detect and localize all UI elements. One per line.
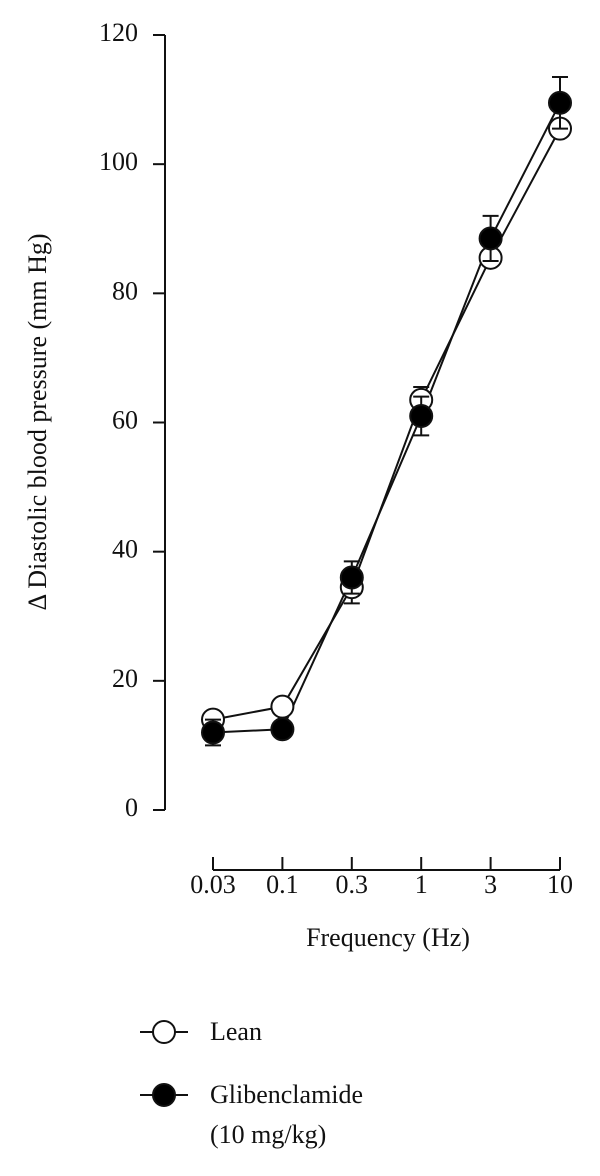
data-point bbox=[409, 404, 434, 429]
data-point bbox=[201, 720, 225, 745]
data-point bbox=[270, 717, 295, 742]
y-tick-label: 100 bbox=[99, 147, 138, 176]
y-axis-label: Δ Diastolic blood pressure (mm Hg) bbox=[23, 233, 52, 610]
x-tick-label: 0.03 bbox=[190, 870, 236, 899]
x-tick-label: 10 bbox=[547, 870, 573, 899]
x-tick-label: 0.3 bbox=[336, 870, 369, 899]
data-point bbox=[478, 226, 503, 251]
legend-label: Lean bbox=[210, 1017, 262, 1046]
x-tick-label: 0.1 bbox=[266, 870, 299, 899]
x-axis-label: Frequency (Hz) bbox=[306, 923, 470, 952]
legend-marker bbox=[152, 1020, 176, 1044]
y-tick-label: 80 bbox=[112, 276, 138, 305]
legend-label: Glibenclamide (10 mg/kg) bbox=[210, 1080, 364, 1149]
y-tick-label: 40 bbox=[112, 535, 138, 564]
x-tick-label: 1 bbox=[415, 870, 428, 899]
y-tick-label: 120 bbox=[99, 18, 138, 47]
data-point bbox=[270, 694, 295, 719]
data-point bbox=[548, 90, 572, 115]
legend-marker bbox=[152, 1083, 176, 1107]
y-tick-label: 60 bbox=[112, 405, 138, 434]
series-line bbox=[212, 102, 561, 734]
data-point bbox=[339, 565, 364, 590]
y-tick-label: 20 bbox=[112, 664, 138, 693]
y-tick-label: 0 bbox=[125, 793, 138, 822]
series-line bbox=[212, 128, 561, 721]
x-tick-label: 3 bbox=[484, 870, 497, 899]
